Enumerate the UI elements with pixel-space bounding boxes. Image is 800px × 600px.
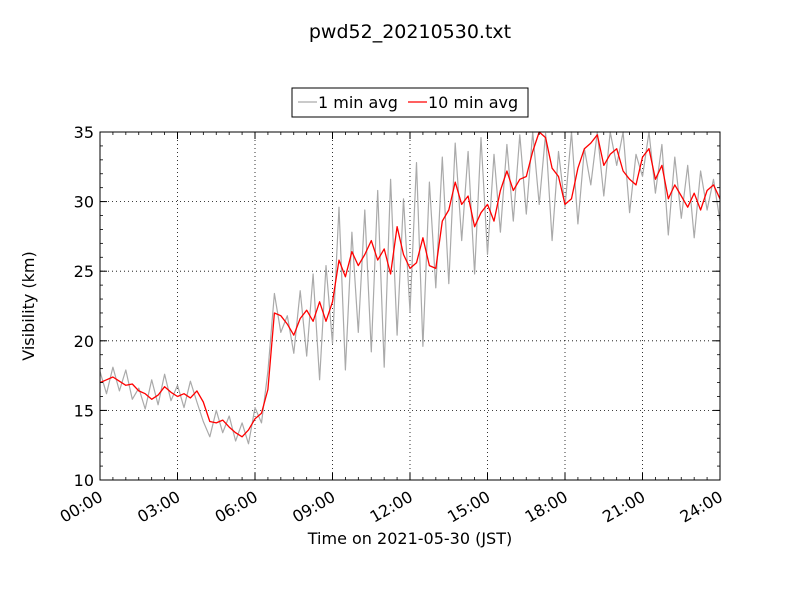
tick-layer <box>99 131 721 481</box>
y-tick-label: 10 <box>74 471 94 490</box>
y-axis-title: Visibility (km) <box>19 251 38 360</box>
legend-label-1min: 1 min avg <box>318 93 398 112</box>
series-line-10min <box>99 131 721 438</box>
y-tick-labels: 10 15 20 25 30 35 <box>74 123 94 490</box>
legend-label-10min: 10 min avg <box>428 93 518 112</box>
legend: 1 min avg 10 min avg <box>291 87 529 118</box>
series-layer <box>99 131 721 445</box>
y-tick-label: 25 <box>74 262 94 281</box>
x-axis-title: Time on 2021-05-30 (JST) <box>307 529 512 548</box>
y-tick-label: 20 <box>74 332 94 351</box>
y-tick-label: 30 <box>74 193 94 212</box>
y-tick-label: 35 <box>74 123 94 142</box>
grid-layer <box>100 132 720 480</box>
y-tick-label: 15 <box>74 401 94 420</box>
series-line-1min <box>99 131 721 445</box>
chart-title: pwd52_20210530.txt <box>309 21 511 43</box>
